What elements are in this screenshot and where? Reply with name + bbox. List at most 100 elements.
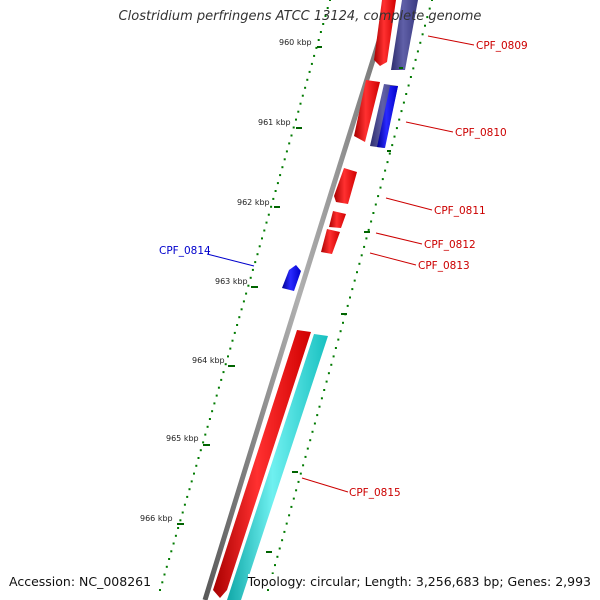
genome-title: Clostridium perfringens ATCC 13124, comp… bbox=[118, 9, 482, 24]
gene-features bbox=[213, 0, 418, 600]
track-dot bbox=[349, 296, 351, 299]
ruler-label-961: 961 kbp bbox=[258, 118, 291, 127]
track-dot bbox=[426, 16, 429, 19]
track-dot bbox=[193, 472, 195, 475]
track-dot bbox=[358, 262, 361, 265]
track-dot bbox=[407, 84, 410, 87]
track-dot bbox=[172, 542, 175, 545]
gene-label-cpf-0813[interactable]: CPF_0813 bbox=[418, 260, 470, 272]
track-dot bbox=[263, 229, 266, 232]
track-dot bbox=[240, 308, 243, 311]
track-dot bbox=[168, 558, 171, 560]
track-dot bbox=[304, 86, 307, 89]
track-dot bbox=[372, 212, 375, 214]
track-dot bbox=[398, 118, 401, 121]
track-dot bbox=[325, 380, 328, 383]
gene-label-cpf-0812[interactable]: CPF_0812 bbox=[424, 239, 476, 251]
track-dot bbox=[288, 514, 291, 517]
track-dot bbox=[231, 339, 234, 342]
track-dot bbox=[295, 118, 297, 121]
track-dot bbox=[320, 397, 323, 400]
track-dot bbox=[334, 347, 337, 349]
track-dot bbox=[412, 67, 415, 70]
track-dot bbox=[302, 464, 305, 467]
track-dot bbox=[384, 169, 387, 172]
track-dot bbox=[323, 389, 326, 391]
track-dot bbox=[254, 261, 257, 264]
gene-label-cpf-0814[interactable]: CPF_0814 bbox=[159, 245, 211, 257]
track-dot bbox=[283, 158, 286, 161]
track-dot bbox=[332, 355, 335, 358]
track-dot bbox=[220, 378, 223, 381]
track-dot bbox=[227, 355, 229, 358]
gene-cpf-0815-rna[interactable] bbox=[227, 334, 328, 600]
track-dot bbox=[233, 331, 236, 334]
gene-label-cpf-0809[interactable]: CPF_0809 bbox=[476, 40, 528, 52]
gene-cpf-0814-cds[interactable] bbox=[282, 265, 301, 291]
track-dot bbox=[313, 54, 316, 57]
track-dot bbox=[278, 547, 281, 550]
outer-track-ticks bbox=[266, 67, 403, 553]
track-dot bbox=[421, 33, 424, 36]
track-dot bbox=[285, 522, 288, 525]
track-dot bbox=[322, 23, 325, 25]
track-dot bbox=[274, 564, 276, 567]
track-dot bbox=[256, 253, 259, 256]
track-dot bbox=[267, 213, 270, 216]
ruler-label-963: 963 kbp bbox=[215, 277, 248, 286]
track-dot bbox=[360, 254, 363, 257]
gene-cpf-0815-cds[interactable] bbox=[213, 330, 311, 598]
track-dot bbox=[330, 363, 333, 366]
track-dot bbox=[299, 472, 302, 475]
track-dot bbox=[206, 425, 209, 428]
gene-label-cpf-0815[interactable]: CPF_0815 bbox=[349, 487, 401, 499]
track-dot bbox=[295, 489, 298, 492]
track-dot bbox=[288, 142, 291, 145]
track-dot bbox=[179, 519, 182, 522]
track-dot bbox=[431, 0, 433, 1]
track-dot bbox=[377, 195, 380, 198]
track-dot bbox=[327, 372, 330, 375]
gene-label-cpf-0811[interactable]: CPF_0811 bbox=[434, 205, 486, 217]
track-dot bbox=[170, 550, 173, 553]
gene-cpf-0809-cds[interactable] bbox=[374, 0, 396, 66]
track-dot bbox=[329, 0, 331, 1]
track-dot bbox=[346, 304, 349, 307]
track-dot bbox=[222, 371, 225, 374]
track-dot bbox=[249, 276, 252, 279]
track-dot bbox=[292, 126, 295, 129]
gene-cpf-0809-cog[interactable] bbox=[391, 0, 418, 70]
track-dot bbox=[279, 174, 282, 177]
ruler-label-962: 962 kbp bbox=[237, 198, 270, 207]
track-dot bbox=[316, 414, 319, 417]
track-dot bbox=[224, 363, 227, 366]
track-dot bbox=[419, 41, 422, 44]
track-dot bbox=[285, 150, 288, 153]
gene-cpf-0810-cds[interactable] bbox=[354, 80, 380, 142]
track-dot bbox=[163, 573, 166, 576]
track-dot bbox=[174, 534, 177, 537]
track-dot bbox=[247, 284, 250, 287]
track-dot bbox=[306, 78, 309, 81]
track-dot bbox=[292, 497, 295, 500]
track-dot bbox=[319, 31, 322, 33]
gene-label-cpf-0810[interactable]: CPF_0810 bbox=[455, 127, 507, 139]
track-dot bbox=[317, 39, 320, 41]
track-dot bbox=[276, 555, 279, 558]
track-dot bbox=[395, 127, 398, 130]
track-dot bbox=[183, 503, 186, 506]
track-dot bbox=[365, 237, 368, 240]
track-dot bbox=[337, 338, 340, 341]
gene-cpf-0813-cds[interactable] bbox=[321, 229, 340, 254]
track-dot bbox=[270, 205, 273, 208]
track-dot bbox=[318, 405, 321, 408]
track-dot bbox=[367, 228, 370, 231]
track-dot bbox=[251, 268, 254, 271]
track-dot bbox=[267, 589, 269, 591]
track-dot bbox=[386, 161, 389, 164]
gene-cpf-0811-cds[interactable] bbox=[334, 168, 357, 204]
gene-cpf-0810-reverse[interactable] bbox=[377, 86, 398, 148]
gene-cpf-0812-cds[interactable] bbox=[329, 211, 346, 228]
genome-summary-text: Topology: circular; Length: 3,256,683 bp… bbox=[247, 574, 591, 589]
